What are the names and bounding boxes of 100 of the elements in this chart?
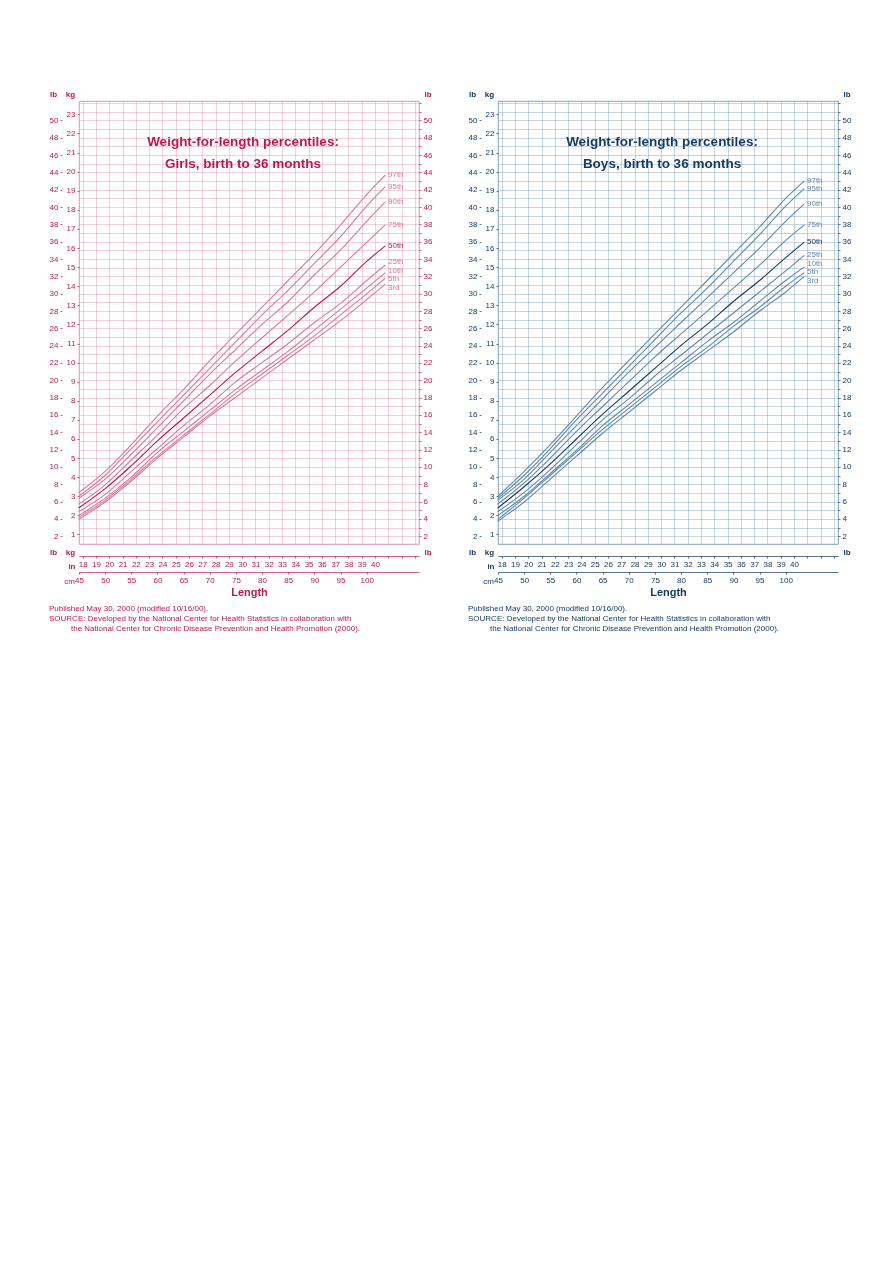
y-tick-label: 8: [490, 396, 496, 406]
y2-tick-label: 16: [842, 410, 852, 420]
x-tick-label: 65: [179, 575, 190, 585]
y3-tick-label: 16: [49, 410, 60, 420]
x-tick-label: 55: [546, 575, 556, 585]
text: the National Center for Chronic Disease Prevention and Health Promotion (2000).: [490, 624, 780, 633]
y3-tick-label: 2: [473, 531, 479, 541]
x2-tick-label: 23: [564, 559, 574, 569]
series-label: 50th: [388, 241, 404, 251]
y-tick-label: 16: [485, 243, 496, 253]
y-tick-label: 23: [485, 109, 496, 119]
y2-tick-label: 36: [423, 237, 433, 247]
y3-tick-label: 14: [49, 427, 60, 437]
x2-tick-label: 27: [198, 559, 208, 569]
y3-tick-label: 24: [468, 341, 479, 351]
y-tick-label: 22: [66, 128, 77, 138]
y3-tick-label: 8: [473, 479, 479, 489]
y-tick-label: 5: [71, 453, 77, 463]
x-tick-label: 45: [494, 575, 504, 585]
text: kg: [484, 548, 495, 557]
y2-tick-label: 38: [423, 219, 433, 229]
text: Published May 30, 2000 (modified 10/16/00).: [468, 604, 628, 613]
y2-tick-label: 24: [423, 341, 433, 351]
y2-tick-label: 8: [842, 479, 848, 489]
x2-tick-label: 20: [524, 559, 534, 569]
y3-axis-title: lb: [49, 90, 58, 99]
y2-tick-label: 46: [423, 150, 433, 160]
y-tick-label: 15: [485, 262, 496, 272]
series-label: 10th: [807, 258, 823, 268]
x2-tick-label: 20: [105, 559, 115, 569]
y3-tick-label: 50: [468, 115, 479, 125]
y-tick-label: 4: [490, 472, 496, 482]
y2-tick-label: 32: [842, 271, 852, 281]
y2-tick-label: 2: [842, 531, 848, 541]
y3-tick-label: 4: [473, 514, 479, 524]
y3-tick-label: 6: [54, 497, 60, 507]
y3-tick-label: 28: [468, 306, 479, 316]
y2-tick-label: 38: [842, 219, 852, 229]
x2-tick-label: 33: [697, 559, 707, 569]
text: lb: [424, 548, 432, 557]
y2-tick-label: 20: [842, 375, 852, 385]
x-axis-title: Length: [231, 585, 269, 598]
y2-tick-label: 2: [423, 531, 429, 541]
y-tick-label: 14: [66, 281, 77, 291]
y-tick-label: 2: [490, 510, 496, 520]
y2-tick-label: 26: [842, 323, 852, 333]
y-tick-label: 15: [66, 262, 77, 272]
y2-tick-label: 6: [842, 497, 848, 507]
y3-tick-label: 36: [49, 237, 60, 247]
y-tick-label: 13: [66, 300, 77, 310]
y3-tick-label: 22: [49, 358, 60, 368]
y3-tick-label: 26: [468, 323, 479, 333]
x-tick-label: 85: [284, 575, 294, 585]
y2-tick-label: 12: [423, 445, 433, 455]
text: cm: [64, 577, 76, 586]
source-note: SOURCE: Developed by the National Center for Health Statistics in collaboration with: [49, 614, 352, 623]
x2-tick-label: 33: [278, 559, 288, 569]
y3-tick-label: 14: [468, 427, 479, 437]
y3-tick-label: 20: [468, 375, 479, 385]
y2-tick-label: 26: [423, 323, 433, 333]
x2-tick-label: 18: [497, 559, 508, 569]
y-tick-label: 6: [490, 434, 496, 444]
x2-tick-label: 21: [118, 559, 129, 569]
x2-tick-label: 21: [537, 559, 548, 569]
x-tick-label: 85: [703, 575, 713, 585]
series-label: 5th: [807, 267, 819, 277]
x2-tick-label: 22: [550, 559, 561, 569]
y3-tick-label: 20: [49, 375, 60, 385]
x2-tick-label: 35: [304, 559, 315, 569]
x2-tick-label: 32: [264, 559, 275, 569]
y3-tick-label: 30: [468, 289, 479, 299]
y-tick-label: 21: [66, 148, 77, 158]
y-tick-label: 20: [66, 167, 77, 177]
y2-tick-label: 40: [423, 202, 433, 212]
x2-tick-label: 29: [643, 559, 654, 569]
x-tick-label: 50: [101, 575, 111, 585]
y2-axis-title: lb: [424, 90, 432, 99]
y2-tick-label: 4: [842, 514, 848, 524]
x-tick-label: 75: [650, 575, 661, 585]
series-label: 95th: [807, 184, 823, 194]
x-tick-label: 70: [624, 575, 635, 585]
x2-tick-label: 32: [683, 559, 694, 569]
y-tick-label: 21: [485, 148, 496, 158]
y-tick-label: 17: [66, 224, 77, 234]
y-axis-title: kg: [484, 90, 495, 99]
y2-tick-label: 22: [842, 358, 852, 368]
x2-tick-label: 19: [511, 559, 521, 569]
series-label: 3rd: [388, 282, 400, 292]
x-tick-label: 100: [779, 575, 794, 585]
x-tick-label: 95: [755, 575, 766, 585]
y-axis-title: kg: [65, 90, 76, 99]
x2-tick-label: 38: [763, 559, 773, 569]
x2-tick-label: 26: [185, 559, 195, 569]
y2-tick-label: 22: [423, 358, 433, 368]
y2-tick-label: 6: [423, 497, 429, 507]
y-tick-label: 5: [490, 453, 496, 463]
y-tick-label: 19: [66, 186, 77, 196]
text: lb: [843, 548, 851, 557]
x-tick-label: 100: [360, 575, 375, 585]
text: Weight-for-length percentiles:: [566, 134, 758, 149]
